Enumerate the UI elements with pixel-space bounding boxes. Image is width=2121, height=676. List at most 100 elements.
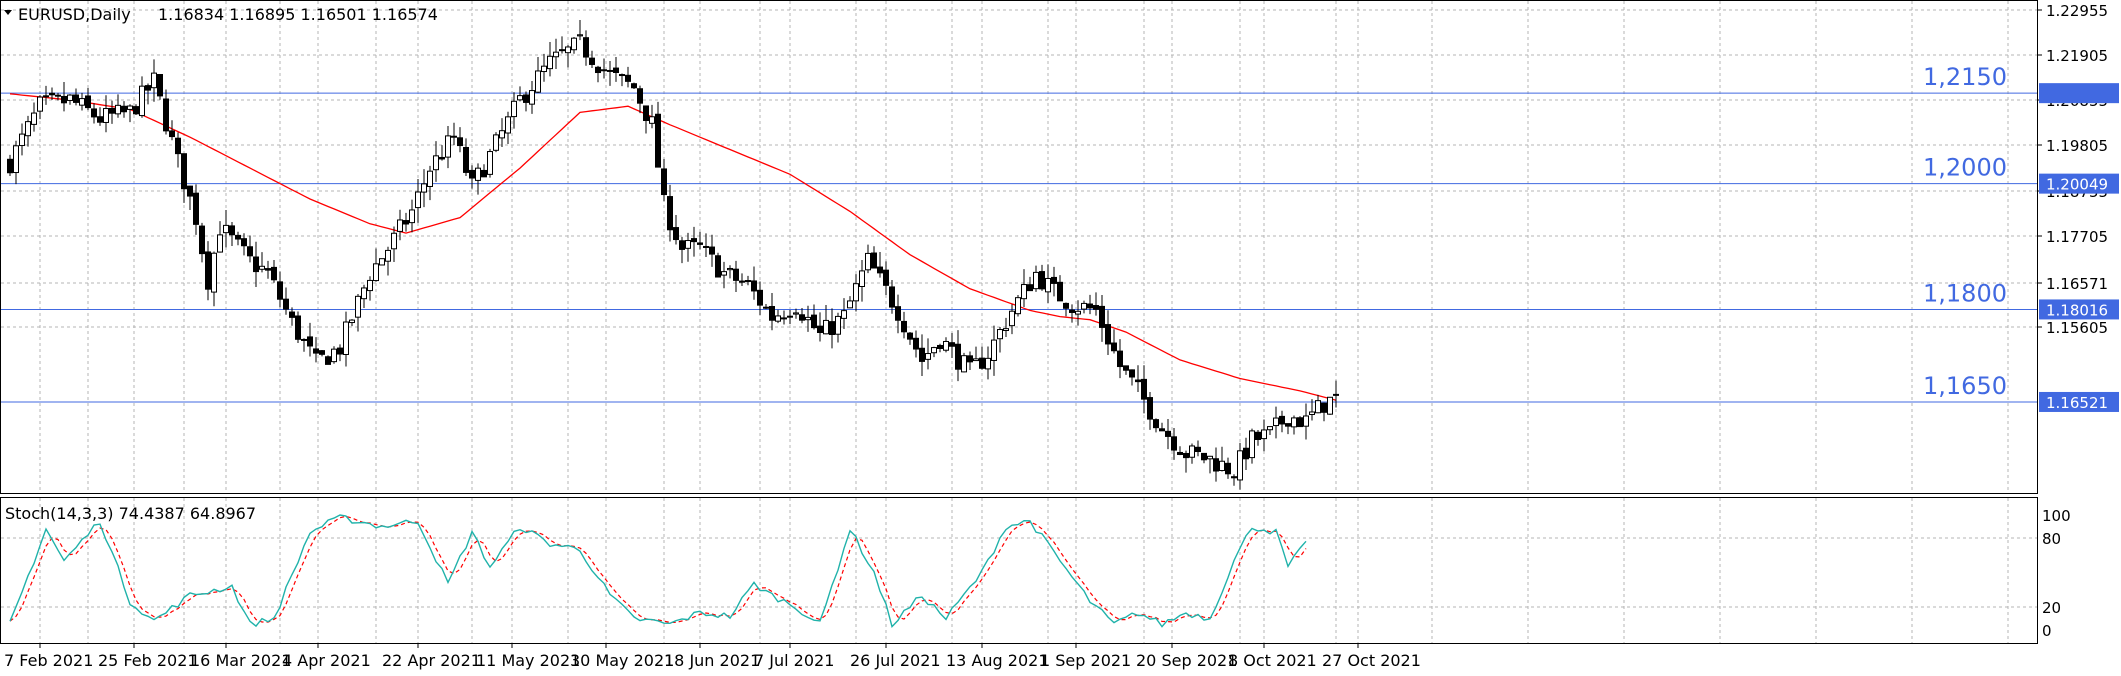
candle-bear bbox=[1333, 393, 1339, 396]
price-pane-border bbox=[0, 0, 2038, 494]
candle-bear bbox=[1171, 436, 1177, 451]
candle-bear bbox=[187, 185, 193, 197]
hline-level-text: 1,2150 bbox=[1923, 63, 2007, 91]
candle-bull bbox=[1015, 297, 1021, 315]
candle-bear bbox=[1093, 305, 1099, 310]
candle-bull bbox=[67, 94, 73, 101]
candle-bull bbox=[151, 72, 157, 89]
candle-bull bbox=[529, 90, 535, 105]
candle-bear bbox=[481, 169, 487, 178]
candle-bear bbox=[589, 57, 595, 65]
candle-bear bbox=[889, 286, 895, 308]
candle-bull bbox=[19, 133, 25, 147]
candle-bear bbox=[631, 83, 637, 89]
candle-bear bbox=[949, 342, 955, 347]
x-tick-label: 11 May 2021 bbox=[476, 651, 580, 670]
candle-bear bbox=[1297, 417, 1303, 428]
candle-bear bbox=[745, 280, 751, 283]
candle-bull bbox=[1003, 328, 1009, 331]
candle-bear bbox=[91, 108, 97, 118]
candle-bear bbox=[1039, 271, 1045, 290]
hline-level-text: 1,1800 bbox=[1923, 279, 2007, 307]
price-label-text: 1.16521 bbox=[2046, 394, 2108, 412]
candle-bull bbox=[1327, 396, 1333, 415]
candle-bear bbox=[739, 280, 745, 283]
candle-bear bbox=[1135, 379, 1141, 383]
candle-bear bbox=[277, 281, 283, 300]
candle-bear bbox=[85, 95, 91, 109]
candle-bear bbox=[559, 49, 565, 52]
candle-bear bbox=[811, 314, 817, 329]
candle-bull bbox=[433, 155, 439, 171]
candle-bull bbox=[649, 116, 655, 124]
candle-bull bbox=[553, 51, 559, 58]
candle-bear bbox=[1153, 419, 1159, 429]
stochastic-lines bbox=[9, 514, 1307, 628]
candle-bear bbox=[1321, 402, 1327, 413]
candle-bull bbox=[1315, 400, 1321, 414]
candle-bull bbox=[859, 270, 865, 288]
candle-bear bbox=[1225, 462, 1231, 475]
candle-bull bbox=[475, 167, 481, 181]
x-tick-label: 20 Sep 2021 bbox=[1136, 651, 1237, 670]
ma-line bbox=[9, 93, 1337, 401]
stoch-label: Stoch(14,3,3) 74.4387 64.8967 bbox=[5, 504, 256, 523]
candle-bear bbox=[1147, 397, 1153, 420]
candle-bear bbox=[913, 337, 919, 350]
candle-bull bbox=[1033, 271, 1039, 290]
candle-bull bbox=[793, 312, 799, 315]
candle-bear bbox=[883, 269, 889, 286]
candle-bear bbox=[667, 196, 673, 231]
candle-bear bbox=[637, 88, 643, 104]
candle-bear bbox=[253, 256, 259, 273]
candle-bear bbox=[1117, 350, 1123, 368]
candle-bull bbox=[973, 358, 979, 362]
candle-bear bbox=[979, 357, 985, 369]
candle-bull bbox=[1261, 429, 1267, 440]
candle-bear bbox=[61, 95, 67, 104]
candle-bull bbox=[37, 96, 43, 112]
x-tick-label: 16 Mar 2021 bbox=[190, 651, 291, 670]
candle-bear bbox=[655, 113, 661, 168]
candle-bull bbox=[115, 104, 121, 115]
candle-bull bbox=[991, 339, 997, 361]
candle-bull bbox=[379, 258, 385, 266]
candle-bear bbox=[691, 238, 697, 243]
candle-bull bbox=[727, 267, 733, 271]
candle-bear bbox=[163, 98, 169, 132]
candle-bull bbox=[43, 95, 49, 98]
candle-bear bbox=[307, 336, 313, 347]
y-tick-label: 1.21905 bbox=[2046, 47, 2108, 65]
stoch-pane-border bbox=[0, 497, 2038, 644]
candle-bear bbox=[919, 347, 925, 362]
candle-bull bbox=[601, 69, 607, 72]
candle-bull bbox=[355, 295, 361, 318]
candle-bear bbox=[1087, 303, 1093, 309]
candle-bull bbox=[301, 338, 307, 341]
candle-bear bbox=[235, 234, 241, 240]
candle-bear bbox=[1111, 342, 1117, 352]
candle-bull bbox=[535, 70, 541, 93]
hline-level-text: 1,2000 bbox=[1923, 154, 2007, 182]
price-label-bg bbox=[2039, 83, 2119, 104]
stoch-level-label: 100 bbox=[2042, 507, 2071, 525]
candle-bull bbox=[217, 234, 223, 253]
candle-bull bbox=[25, 121, 31, 137]
candle-bear bbox=[157, 74, 163, 97]
candle-bear bbox=[469, 169, 475, 179]
grid-lines bbox=[1, 1, 2037, 643]
candle-bear bbox=[877, 266, 883, 274]
candle-bull bbox=[139, 85, 145, 117]
candle-bear bbox=[1105, 324, 1111, 345]
candle-bull bbox=[127, 105, 133, 110]
price-label-text: 1.20049 bbox=[2046, 176, 2108, 194]
candle-bull bbox=[577, 34, 583, 37]
candle-bear bbox=[595, 66, 601, 74]
stoch-main-line bbox=[9, 514, 1307, 628]
stoch-level-label: 80 bbox=[2042, 530, 2061, 548]
candle-bear bbox=[1141, 378, 1147, 400]
collapse-triangle-icon[interactable] bbox=[4, 10, 12, 15]
x-tick-label: 7 Jul 2021 bbox=[754, 651, 834, 670]
